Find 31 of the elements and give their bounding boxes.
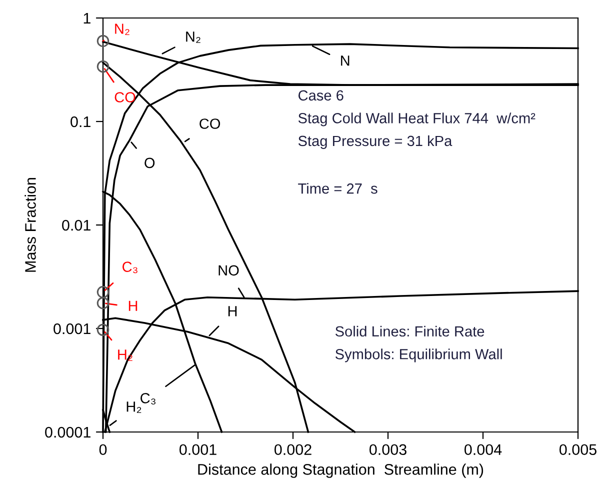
x-tick-label: 0 bbox=[99, 444, 107, 456]
annotation: Stag Cold Wall Heat Flux 744 w/cm² bbox=[298, 112, 536, 126]
annotation: CO bbox=[114, 92, 136, 102]
annotation: O bbox=[144, 158, 155, 168]
annotation: H₂ bbox=[126, 402, 142, 413]
y-tick-label: 0.1 bbox=[70, 116, 90, 128]
x-axis-title: Distance along Stagnation Streamline (m) bbox=[198, 464, 484, 478]
annotation: Case 6 bbox=[298, 90, 344, 101]
x-tick-label: 0.005 bbox=[559, 444, 596, 456]
x-tick-label: 0.003 bbox=[369, 444, 406, 456]
y-axis-title: Mass Fraction bbox=[24, 178, 36, 272]
annotation: N₂ bbox=[186, 32, 200, 43]
annotation: N bbox=[341, 56, 350, 66]
annotation: N₂ bbox=[115, 24, 130, 35]
annotation: C₃ bbox=[140, 392, 156, 404]
annotation: Stag Pressure = 31 kPa bbox=[298, 135, 452, 149]
annotation: H bbox=[228, 306, 237, 316]
x-tick-label: 0.002 bbox=[274, 444, 312, 456]
y-tick-label: 0.01 bbox=[62, 220, 90, 231]
x-tick-label: 0.004 bbox=[464, 444, 502, 456]
annotation: Solid Lines: Finite Rate bbox=[335, 326, 484, 337]
annotation: CO bbox=[200, 118, 220, 129]
y-tick-label: 1 bbox=[84, 13, 90, 24]
annotation: NO bbox=[218, 265, 239, 276]
annotation: Symbols: Equilibrium Wall bbox=[335, 348, 502, 362]
y-tick-label: 0.001 bbox=[54, 323, 90, 334]
annotation: C₃ bbox=[122, 262, 138, 274]
annotation: Time = 27 s bbox=[298, 183, 378, 194]
annotation: H bbox=[128, 300, 138, 311]
x-tick-label: 0.001 bbox=[179, 444, 216, 456]
y-tick-label: 0.0001 bbox=[45, 426, 90, 438]
